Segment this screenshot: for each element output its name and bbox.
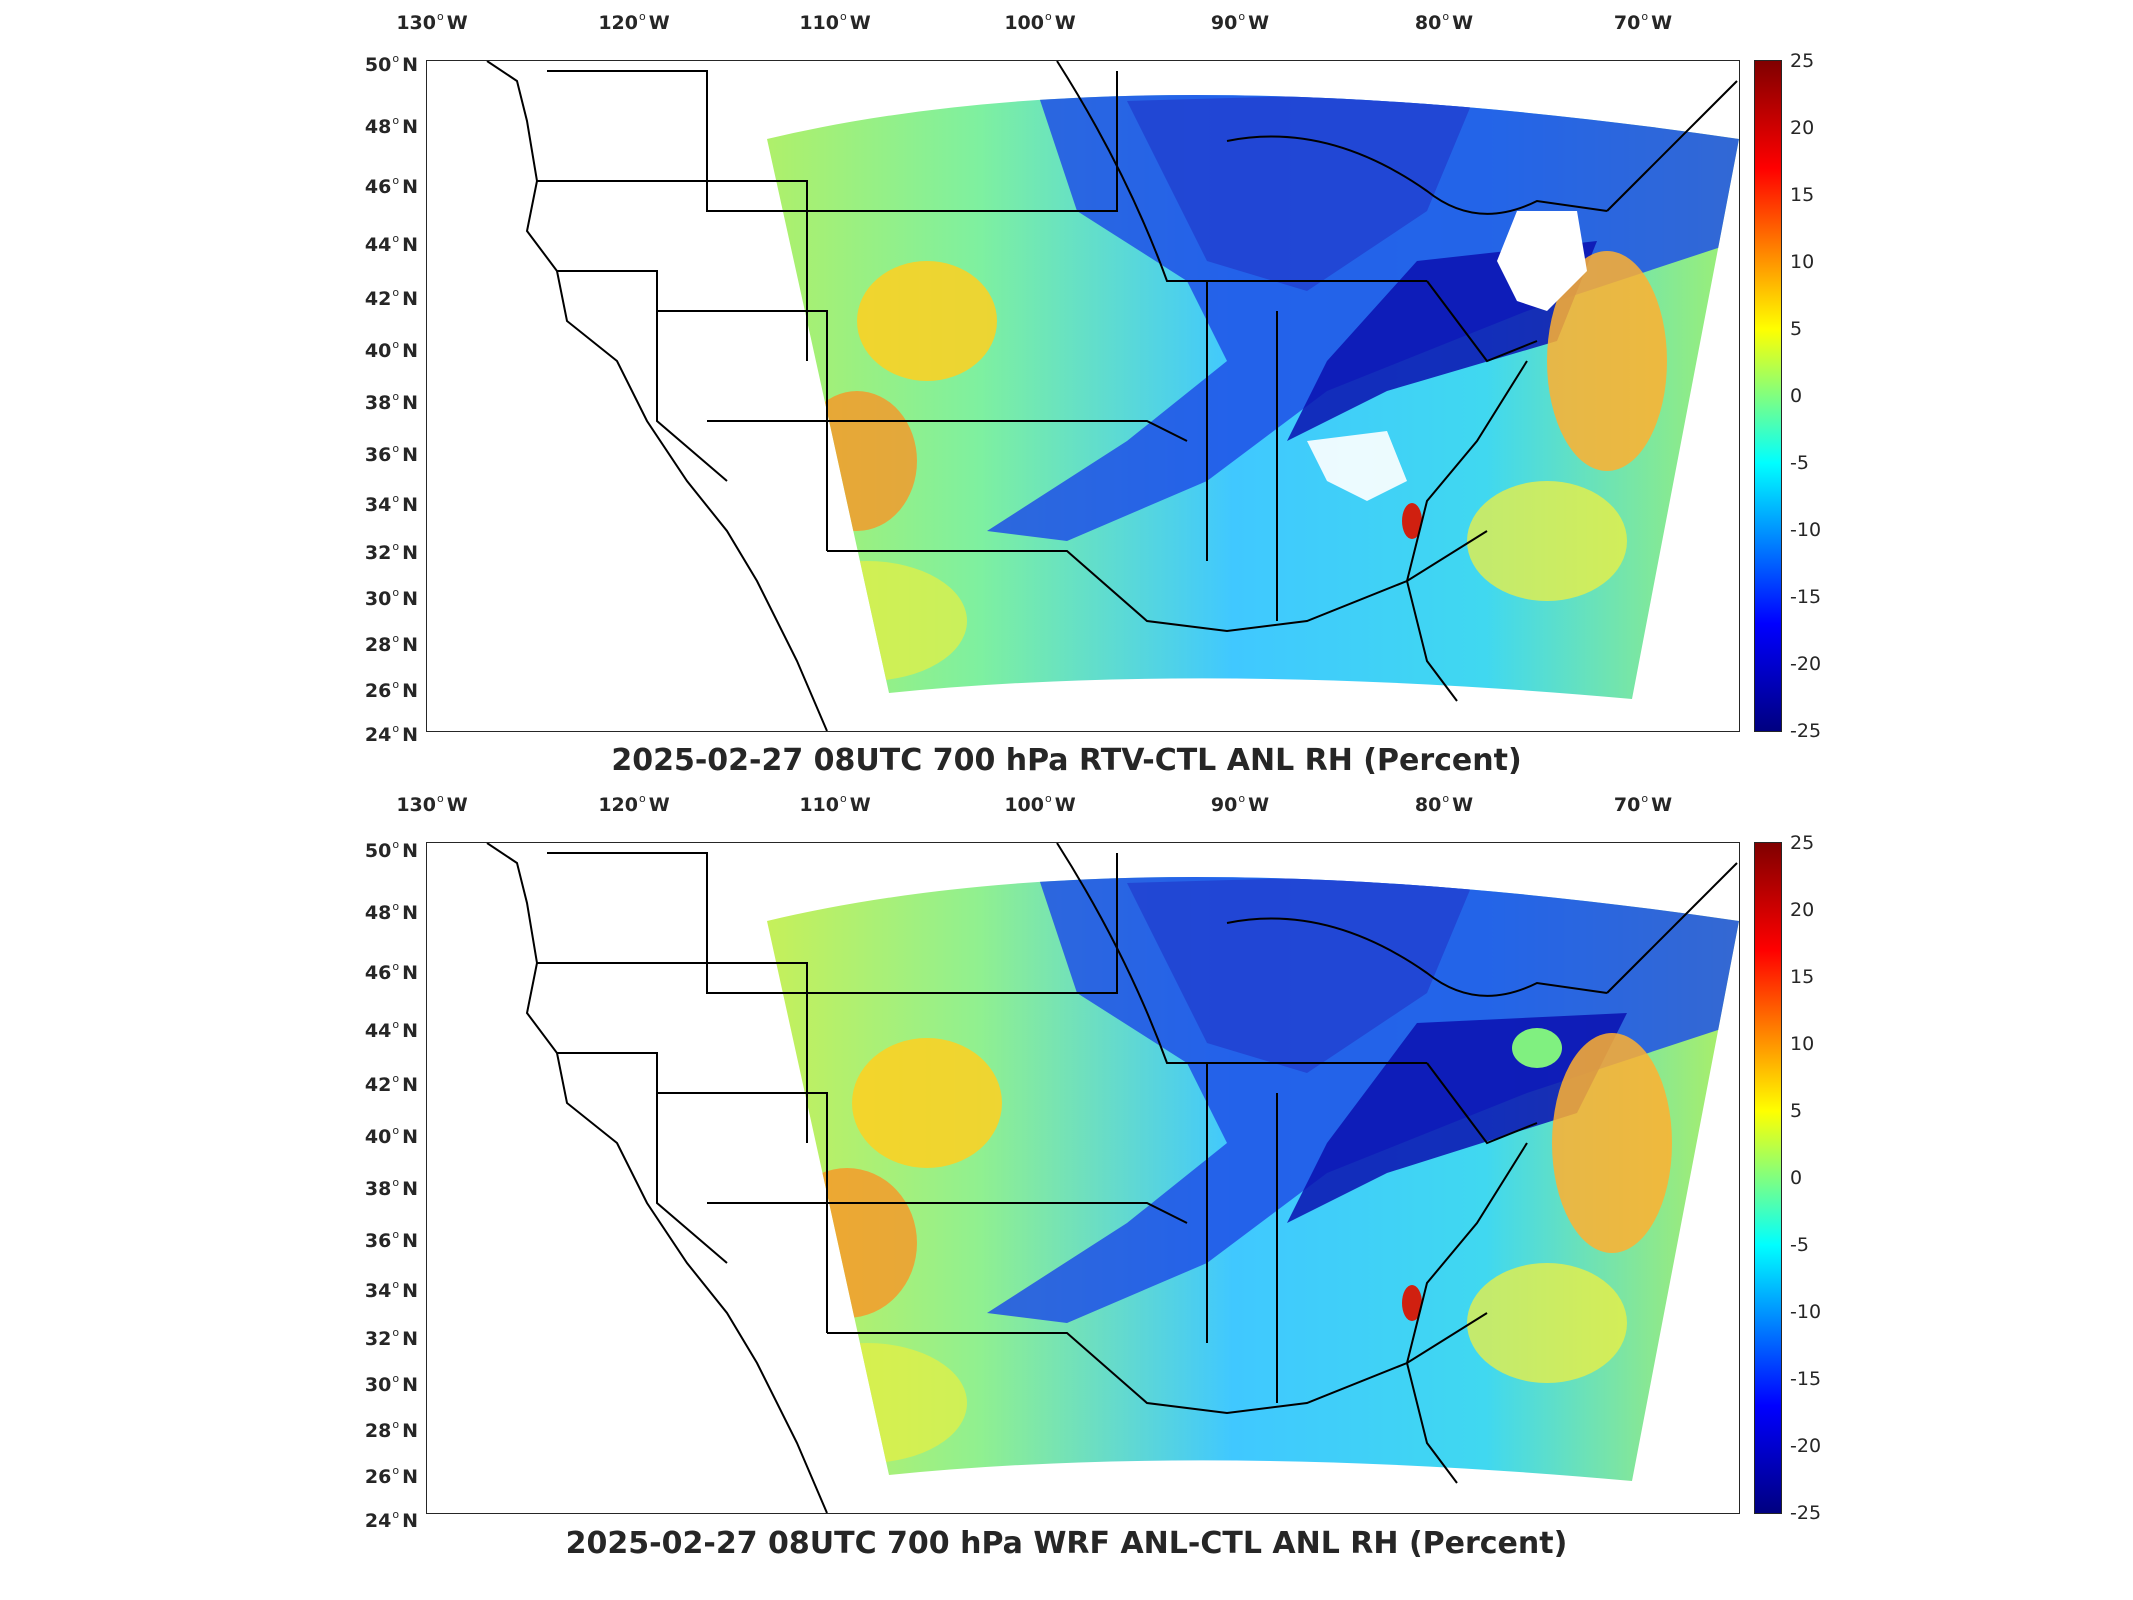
rh-difference-map-top (486, 61, 1739, 731)
colorbar-tick: 5 (1790, 1100, 1803, 1122)
lat-label: 50o N (364, 838, 418, 862)
lat-label: 40o N (364, 1124, 418, 1148)
lat-label: 38o N (364, 390, 418, 414)
lon-label: 80o W (1414, 10, 1474, 34)
lat-label: 28o N (364, 632, 418, 656)
lat-label: 42o N (364, 286, 418, 310)
colorbar-tick: 25 (1790, 50, 1815, 72)
lat-label: 32o N (364, 1326, 418, 1350)
lat-label: 28o N (364, 1418, 418, 1442)
lat-label: 48o N (364, 114, 418, 138)
panel-title-top: 2025-02-27 08UTC 700 hPa RTV-CTL ANL RH … (611, 743, 1522, 778)
lat-label: 44o N (364, 1018, 418, 1042)
colorbar-tick: -20 (1790, 1435, 1822, 1457)
lat-label: 36o N (364, 442, 418, 466)
lon-label: 70o W (1613, 792, 1673, 816)
lon-label: 100o W (1004, 10, 1076, 34)
colorbar-tick: -10 (1790, 519, 1822, 541)
lat-label: 24o N (364, 1508, 418, 1532)
lat-label: 24o N (364, 722, 418, 746)
lon-label: 80o W (1414, 792, 1474, 816)
lat-label: 42o N (364, 1072, 418, 1096)
colorbar-tick: 0 (1790, 1167, 1803, 1189)
lat-label: 36o N (364, 1228, 418, 1252)
lat-label: 34o N (364, 492, 418, 516)
lon-label: 100o W (1004, 792, 1076, 816)
lon-label: 120o W (598, 792, 670, 816)
colorbar-tick: -5 (1790, 1234, 1809, 1256)
colorbar-tick: 5 (1790, 318, 1803, 340)
colorbar-tick: 20 (1790, 117, 1815, 139)
lon-label: 130o W (396, 792, 468, 816)
colorbar-tick: -25 (1790, 1502, 1822, 1524)
lat-label: 26o N (364, 1464, 418, 1488)
map-frame-bottom (426, 842, 1740, 1514)
colorbar-tick: 15 (1790, 184, 1815, 206)
colorbar-tick: -10 (1790, 1301, 1822, 1323)
colorbar-tick: 0 (1790, 385, 1803, 407)
lat-label: 30o N (364, 586, 418, 610)
colorbar-tick: -15 (1790, 1368, 1822, 1390)
colorbar-tick: 10 (1790, 251, 1815, 273)
lon-label: 130o W (396, 10, 468, 34)
lat-label: 46o N (364, 174, 418, 198)
colorbar-tick: -5 (1790, 452, 1809, 474)
lat-label: 50o N (364, 52, 418, 76)
colorbar-tick: 20 (1790, 899, 1815, 921)
lat-label: 34o N (364, 1278, 418, 1302)
colorbar-tick: -25 (1790, 720, 1822, 742)
colorbar-bottom (1754, 842, 1782, 1514)
lat-label: 40o N (364, 338, 418, 362)
lat-label: 32o N (364, 540, 418, 564)
lat-label: 26o N (364, 678, 418, 702)
colorbar-top (1754, 60, 1782, 732)
lon-label: 90o W (1210, 10, 1270, 34)
lon-label: 120o W (598, 10, 670, 34)
lat-label: 48o N (364, 900, 418, 924)
lat-label: 38o N (364, 1176, 418, 1200)
lat-label: 30o N (364, 1372, 418, 1396)
lon-label: 110o W (799, 10, 871, 34)
panel-title-bottom: 2025-02-27 08UTC 700 hPa WRF ANL-CTL ANL… (565, 1526, 1568, 1561)
map-frame-top (426, 60, 1740, 732)
lon-label: 70o W (1613, 10, 1673, 34)
lat-label: 46o N (364, 960, 418, 984)
lon-label: 90o W (1210, 792, 1270, 816)
colorbar-tick: 25 (1790, 832, 1815, 854)
colorbar-tick: 10 (1790, 1033, 1815, 1055)
colorbar-tick: 15 (1790, 966, 1815, 988)
colorbar-tick: -15 (1790, 586, 1822, 608)
lon-label: 110o W (799, 792, 871, 816)
colorbar-tick: -20 (1790, 653, 1822, 675)
rh-difference-map-bottom (486, 843, 1739, 1513)
lat-label: 44o N (364, 232, 418, 256)
